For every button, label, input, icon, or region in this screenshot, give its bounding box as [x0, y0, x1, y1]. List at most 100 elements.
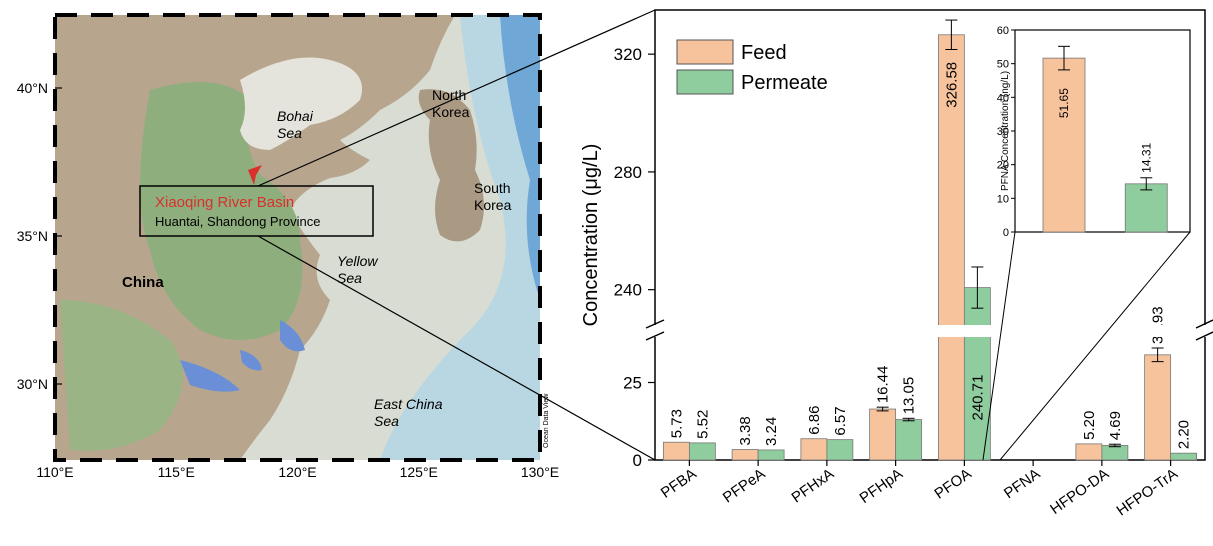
y-tick-label: 240 — [614, 281, 642, 300]
inset-line-right — [999, 231, 1191, 461]
bohai-sea — [240, 57, 362, 150]
inset-y-axis-label: PFNA Concentration (ng/L) — [1000, 71, 1011, 191]
x-tick-label: PFHpA — [857, 465, 906, 507]
data-label: 16.44 — [875, 366, 892, 404]
main-y-axis-label: Concentration (μg/L) — [580, 144, 602, 327]
site-marker — [248, 165, 262, 185]
inset-bar-chart: 51.65 14.31 0 10 20 30 40 50 60 PFNA Concentrat… — [997, 25, 1191, 239]
inset-data-label: 14.31 — [1139, 142, 1153, 172]
bohai-sea-label: Bohai Sea — [277, 108, 314, 141]
inset-bars: 51.65 14.31 — [1042, 45, 1168, 233]
bar-permeate-hfpo-tra — [1170, 452, 1198, 461]
axis-break-gap — [640, 325, 1210, 337]
legend: Feed Permeate — [676, 39, 828, 95]
bar-permeate-pfba — [688, 442, 716, 461]
longitude-tick-label: 110°E — [36, 464, 73, 480]
deep-sea — [500, 15, 540, 300]
china-label: China — [122, 274, 164, 291]
latitude-ticks: 40°N 35°N 30°N — [17, 80, 62, 392]
y-tick-label: 280 — [614, 163, 642, 182]
data-label: 4.69 — [1107, 411, 1124, 440]
longitude-tick-label: 120°E — [278, 464, 316, 480]
inset-bar-feed — [1042, 57, 1086, 233]
south-korea-label: South Korea — [474, 180, 512, 213]
inset-y-tick-label: 40 — [997, 92, 1009, 104]
x-tick-label: PFHxA — [788, 465, 837, 506]
y-tick-label: 0 — [633, 451, 642, 470]
y-tick-label: 320 — [614, 45, 642, 64]
inset-y-tick-label: 0 — [1003, 227, 1009, 239]
north-china-plain — [140, 82, 303, 340]
bar-permeate-pfhxa — [826, 439, 854, 461]
zoom-line-top — [257, 9, 656, 187]
yellow-sea-label: Yellow Sea — [337, 253, 378, 286]
map-panel: Xiaoqing River Basin Huantai, Shandong P… — [17, 13, 559, 480]
data-label: 6.86 — [806, 406, 823, 435]
main-plot-frame — [654, 9, 1206, 461]
latitude-tick-label: 35°N — [17, 228, 48, 244]
longitude-tick-label: 115°E — [158, 464, 195, 480]
bar-feed-pfhxa — [800, 438, 828, 461]
inset-y-tick-label: 20 — [997, 160, 1009, 172]
bar-permeate-pfoa — [963, 287, 991, 461]
inset-y-tick-label: 60 — [997, 25, 1009, 37]
x-tick-label: PFOA — [931, 465, 974, 502]
data-label: 6.57 — [832, 406, 849, 435]
map-frame — [53, 13, 542, 462]
longitude-tick-label: 125°E — [400, 464, 438, 480]
main-y-ticks: 0 25 240 280 320 — [614, 45, 655, 470]
longitude-tick-label: 130°E — [521, 464, 559, 480]
x-tick-label: HFPO-TrA — [1114, 465, 1181, 519]
bar-permeate-hfpo-da — [1101, 445, 1129, 461]
lake-1 — [280, 320, 305, 352]
inset-y-tick-label: 50 — [997, 59, 1009, 71]
bar-feed-pfpea — [731, 449, 759, 461]
site-subtitle: Huantai, Shandong Province — [155, 214, 321, 229]
axis-break-mark-right-2 — [1195, 331, 1213, 341]
north-korea-label: North Korea — [432, 87, 470, 120]
data-label: 5.73 — [668, 409, 685, 438]
legend-swatch-permeate — [676, 69, 734, 95]
data-label: 5.20 — [1081, 411, 1098, 440]
data-label: 240.71 — [969, 375, 986, 421]
main-x-ticks: PFBA PFPeA PFHxA PFHpA PFOA PFNA HFPO-DA HFPO-T… — [658, 460, 1181, 520]
x-tick-label: PFBA — [658, 465, 700, 501]
site-box — [139, 185, 374, 237]
data-label: 3.24 — [763, 417, 780, 446]
latitude-tick-label: 40°N — [17, 80, 48, 96]
data-label: 5.52 — [694, 410, 711, 439]
x-tick-label: PFNA — [1001, 465, 1044, 502]
bar-feed-pfoa — [937, 34, 965, 461]
axis-break-mark-left-1 — [645, 319, 665, 329]
open-sea — [380, 15, 540, 460]
axis-break-mark-left-2 — [645, 331, 665, 341]
legend-label-feed: Feed — [741, 42, 787, 64]
y-tick-label: 25 — [623, 374, 642, 393]
bar-feed-pfba — [662, 441, 690, 461]
bar-permeate-pfpea — [757, 449, 785, 461]
inset-bar-permeate — [1124, 183, 1168, 233]
lake-3 — [240, 350, 262, 371]
x-tick-label: HFPO-DA — [1047, 465, 1112, 518]
legend-label-permeate: Permeate — [741, 72, 828, 94]
southwest-green — [60, 300, 183, 451]
inset-line-left — [982, 231, 1016, 461]
inset-y-ticks: 0 10 20 30 40 50 60 — [997, 25, 1015, 239]
data-label: 2.20 — [1176, 420, 1193, 449]
data-label: 13.05 — [901, 377, 918, 415]
korean-peninsula — [418, 89, 484, 242]
site-title: Xiaoqing River Basin — [155, 194, 294, 211]
longitude-ticks: 110°E 115°E 120°E 125°E 130°E — [36, 464, 559, 480]
inset-y-tick-label: 30 — [997, 126, 1009, 138]
inset-y-tick-label: 10 — [997, 193, 1009, 205]
inset-data-label: 51.65 — [1057, 88, 1071, 118]
east-china-sea-label: East China Sea — [374, 396, 443, 429]
bar-feed-pfhpa — [869, 408, 897, 461]
latitude-tick-label: 30°N — [17, 376, 48, 392]
bar-feed-hfpo-tra — [1144, 354, 1172, 461]
data-label: 3.38 — [737, 416, 754, 445]
zoom-line-bottom — [257, 235, 656, 461]
data-label: 326.58 — [943, 62, 960, 108]
ocean-data-view-credit: Ocean Data View — [543, 393, 550, 448]
